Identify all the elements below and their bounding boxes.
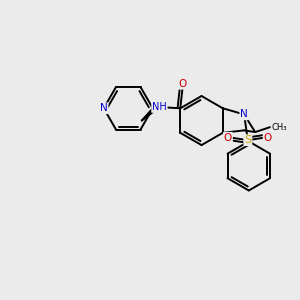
Text: S: S [244, 135, 251, 145]
Text: NH: NH [152, 102, 167, 112]
Text: O: O [264, 133, 272, 143]
Text: O: O [178, 79, 187, 89]
Text: O: O [224, 133, 232, 143]
Text: N: N [240, 110, 248, 119]
Text: N: N [100, 103, 108, 113]
Text: CH₃: CH₃ [272, 123, 287, 132]
